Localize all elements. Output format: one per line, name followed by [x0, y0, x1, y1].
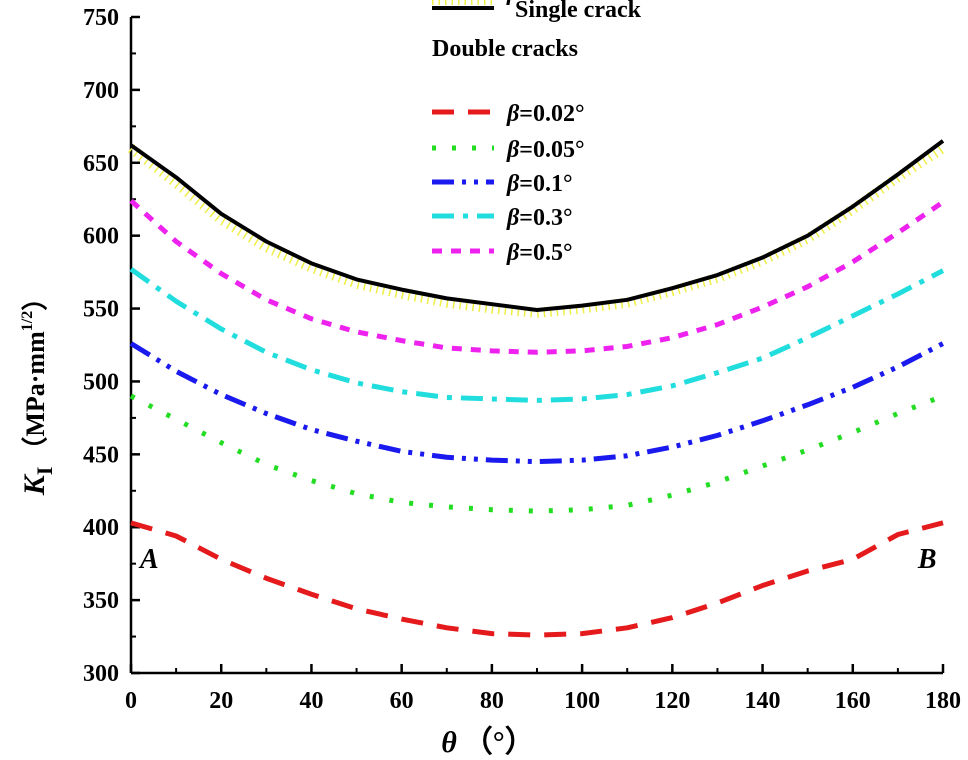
- x-tick-label: 180: [925, 688, 961, 714]
- series-group: [127, 139, 946, 638]
- x-tick-label: 100: [564, 688, 600, 714]
- x-axis-title: θ （°）: [441, 725, 535, 759]
- point-label-b: B: [917, 544, 937, 575]
- legend-greek: β: [506, 171, 520, 197]
- y-tick-label: 300: [83, 661, 119, 687]
- legend-label: β=0.05°: [506, 137, 585, 163]
- point-label-a: A: [138, 544, 159, 575]
- legend-label-text: Single crack: [515, 0, 642, 23]
- y-ticks: 300 350 400 450 500 550 600 650 700 750: [83, 5, 140, 687]
- plot-area: 0 20 40 60 80 100 120 140 160 180 300 350 400 450 500…: [83, 5, 961, 714]
- svg-text:KI（MPa·mm1/2）: KI （MPa·mm1/2）: [18, 285, 57, 496]
- y-axis-title: KI （MPa·mm1/2）: [18, 285, 57, 496]
- series-line: [130, 520, 944, 638]
- svg-text:θ（°）: θ （°）: [441, 725, 535, 759]
- legend-label: β=1°: [506, 0, 555, 6]
- x-tick-label: 60: [390, 688, 414, 714]
- legend-greek: β: [506, 0, 520, 6]
- y-tick-label: 350: [83, 588, 119, 614]
- x-tick-label: 120: [654, 688, 690, 714]
- legend: Single crackβ=0.02°β=0.05°β=0.1°β=0.3°β=…: [432, 0, 642, 266]
- y-axis-subscript: I: [32, 467, 57, 476]
- legend-label: β=0.1°: [506, 171, 573, 197]
- legend-greek: β: [506, 101, 520, 127]
- legend-greek: β: [506, 205, 520, 231]
- legend-group-title: Double cracks: [432, 36, 578, 62]
- legend-greek: β: [506, 240, 520, 266]
- legend-label: β=0.5°: [506, 240, 573, 266]
- x-tick-label: 0: [125, 688, 137, 714]
- y-axis-symbol: K: [18, 473, 51, 496]
- y-tick-label: 550: [83, 297, 119, 323]
- series-line: [129, 267, 945, 403]
- legend-label-text: =0.1°: [519, 171, 572, 197]
- x-tick-label: 20: [209, 688, 233, 714]
- series-line: [129, 393, 944, 514]
- y-tick-label: 750: [83, 5, 119, 31]
- y-tick-label: 600: [83, 224, 119, 250]
- series-line: [129, 198, 945, 355]
- x-axis-symbol: θ: [441, 726, 457, 759]
- legend-label: β=0.3°: [506, 205, 573, 231]
- y-tick-label: 400: [83, 515, 119, 541]
- x-tick-label: 80: [480, 688, 504, 714]
- legend-label-text: =0.02°: [519, 101, 584, 127]
- legend-label: β=0.02°: [506, 101, 585, 127]
- x-tick-label: 40: [299, 688, 323, 714]
- y-tick-label: 450: [83, 442, 119, 468]
- y-tick-label: 650: [83, 151, 119, 177]
- y-axis-unit-sup: 1/2: [19, 311, 36, 331]
- x-ticks: 0 20 40 60 80 100 120 140 160 180: [125, 664, 961, 714]
- y-tick-label: 500: [83, 369, 119, 395]
- legend-label: Single crack: [515, 0, 642, 23]
- legend-label-text: =1°: [519, 0, 554, 6]
- series-line: [129, 341, 945, 465]
- x-axis-unit: （°）: [463, 725, 535, 759]
- legend-label-text: =0.05°: [519, 137, 584, 163]
- series-line: [129, 139, 945, 313]
- legend-greek: β: [506, 137, 520, 163]
- legend-label-text: =0.5°: [519, 240, 572, 266]
- x-tick-label: 140: [745, 688, 781, 714]
- y-tick-label: 700: [83, 78, 119, 104]
- y-axis-unit: （MPa·mm: [21, 331, 50, 463]
- x-tick-label: 160: [835, 688, 871, 714]
- y-axis-unit-close: ）: [21, 285, 50, 311]
- legend-label-text: =0.3°: [519, 205, 572, 231]
